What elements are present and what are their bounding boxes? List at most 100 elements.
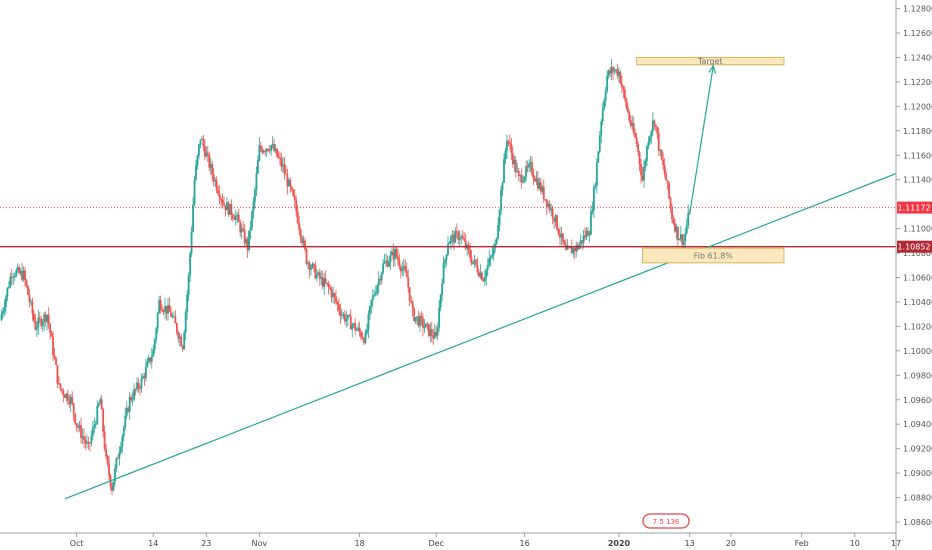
candle-body [220,198,222,200]
candle-body [364,332,367,343]
candle-body [293,195,296,200]
candle-body [669,197,672,208]
candle-body [53,355,56,359]
candle-body [628,112,631,121]
candle-body [538,182,541,189]
x-tick-label: Feb [795,539,809,548]
y-tick-label: 1.09800 [903,371,932,380]
candle-body [99,399,102,404]
candle-body [550,208,553,211]
candle-body [631,123,634,126]
candle-body [539,182,542,192]
candle-body [376,285,379,294]
candle-body [377,278,380,286]
candle-body [438,307,441,328]
candle-body [472,261,474,264]
candle-body [616,69,619,76]
y-tick-label: 1.12800 [903,5,932,14]
candle-body [455,231,458,233]
candle-body [452,234,455,243]
candle-body [516,170,519,173]
candle-body [523,177,526,181]
candle-body [563,241,566,245]
candle-body [326,282,329,284]
candle-body [180,336,183,346]
candle-body [276,148,278,157]
candle-body [380,272,383,281]
candle-body [267,148,270,151]
candle-body [528,163,530,168]
candle-body [108,463,110,476]
candle-body [551,208,554,219]
candle-body [447,243,449,255]
candle-body [489,256,492,259]
candle-body [119,446,122,453]
candle-body [520,175,523,183]
candle-body [626,107,629,113]
candle-body [4,296,7,308]
candle-body [218,193,221,199]
candle-body [432,335,435,339]
candle-body [339,310,342,317]
candle-body [368,306,371,315]
candle-body [214,180,217,182]
watermark-text: 7 5 136 [653,518,680,526]
candle-body [423,327,426,329]
candle-body [251,211,253,228]
watermark: 7 5 136 [642,513,690,529]
candle-body [28,294,31,302]
candle-body [570,247,573,254]
candle-body [282,164,284,167]
candle-body [479,272,482,277]
candle-body [279,157,281,159]
candle-body [203,146,206,157]
candle-body [464,240,467,249]
candle-body [81,436,84,439]
candle-body [106,455,109,464]
candle-body [83,436,85,440]
candle-body [454,231,457,243]
candle-body [535,178,538,182]
candle-body [103,431,106,449]
x-tick-label: 17 [891,539,901,548]
candle-body [648,136,651,142]
candle-body [370,299,373,307]
candle-body [130,397,133,401]
candle-body [19,270,22,274]
candle-body [37,317,40,328]
candle-body [525,166,528,178]
candle-body [310,267,312,270]
y-tick-label: 1.08800 [903,494,932,503]
candle-body [170,311,172,317]
candle-body [444,259,446,264]
candle-body [404,266,407,271]
candle-body [429,329,432,336]
candle-body [441,283,444,295]
candle-body [531,162,533,175]
zone-box [636,56,785,66]
candle-body [330,288,333,298]
candle-body [643,166,645,181]
candle-body [320,277,323,279]
candle-body [532,174,535,179]
candle-body [541,186,544,192]
candle-body [35,327,38,330]
candle-body [223,203,225,206]
candle-body [345,319,348,322]
candle-body [396,256,399,261]
x-tick-label: Oct [70,539,84,548]
candle-body [271,144,274,146]
candle-body [629,120,632,126]
y-tick-label: 1.11800 [903,127,932,136]
zones-layer: Target Fib 61.8% [636,56,785,264]
candle-body [534,178,536,182]
candle-body [181,345,184,350]
candle-body [678,239,681,241]
candle-body [682,241,685,245]
candle-body [292,189,295,196]
candle-body [579,240,582,245]
candle-body [394,249,396,260]
candle-body [62,390,65,396]
candle-body [687,212,690,226]
